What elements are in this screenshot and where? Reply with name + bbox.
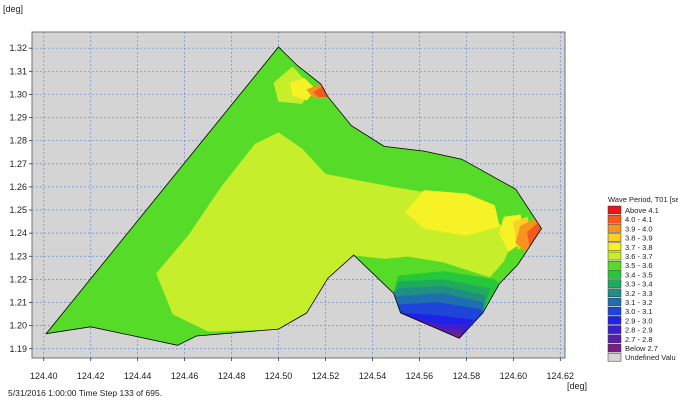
legend-swatch [607, 224, 622, 233]
legend-swatch [607, 288, 622, 298]
legend-label: 3.4 - 3.5 [625, 270, 653, 279]
x-tick-label: 124.60 [500, 371, 528, 381]
y-tick-label: 1.29 [9, 113, 27, 123]
legend-label: Below 2.7 [625, 344, 658, 353]
legend-swatch [607, 260, 622, 270]
contour-fill [46, 47, 542, 346]
legend-label: 3.8 - 3.9 [625, 234, 653, 243]
plot-area [31, 31, 566, 359]
x-tick-label: 124.44 [124, 371, 152, 381]
x-tick-label: 124.48 [218, 371, 246, 381]
legend-label: 3.3 - 3.4 [625, 280, 653, 289]
y-tick-label: 1.23 [9, 251, 27, 261]
legend-swatch [607, 233, 622, 242]
y-tick-label: 1.19 [9, 344, 27, 354]
legend-label: 3.1 - 3.2 [625, 298, 653, 307]
x-tick-label: 124.58 [453, 371, 481, 381]
legend-item: Below 2.7 [607, 343, 658, 353]
y-axis-unit-label: [deg] [3, 4, 23, 14]
legend-item: 3.2 - 3.3 [607, 288, 653, 298]
legend-swatch [607, 343, 622, 353]
legend-item: Above 4.1 [607, 205, 659, 215]
legend-swatch [607, 334, 622, 344]
y-tick-label: 1.31 [9, 66, 27, 76]
x-tick-label: 124.56 [406, 371, 434, 381]
x-tick-label: 124.52 [312, 371, 340, 381]
y-tick-label: 1.21 [9, 298, 27, 308]
legend-swatch [607, 316, 622, 325]
legend-label: 3.2 - 3.3 [625, 289, 653, 298]
legend-swatch [607, 214, 622, 224]
legend-item: 3.3 - 3.4 [607, 279, 653, 289]
y-tick-label: 1.26 [9, 182, 27, 192]
legend-item: 3.1 - 3.2 [607, 297, 653, 307]
legend-label: 2.9 - 3.0 [625, 316, 653, 325]
x-tick-label: 124.62 [547, 371, 575, 381]
legend-title: Wave Period, T01 [se [608, 195, 678, 204]
x-tick-label: 124.50 [265, 371, 293, 381]
legend-label: Above 4.1 [625, 206, 659, 215]
legend-item: 2.8 - 2.9 [607, 325, 653, 335]
legend-label: 3.7 - 3.8 [625, 243, 653, 252]
legend-label: 3.6 - 3.7 [625, 252, 653, 261]
x-axis: 124.40 124.42 124.44 124.46 124.48 124.50 124.… [30, 358, 574, 381]
y-tick-label: 1.28 [9, 136, 27, 146]
legend-item: 3.8 - 3.9 [607, 233, 653, 243]
legend-label: 3.5 - 3.6 [625, 261, 653, 270]
legend-label: 3.0 - 3.1 [625, 307, 653, 316]
legend-item: 3.5 - 3.6 [607, 260, 653, 270]
legend-swatch [607, 297, 622, 307]
legend-item: 3.6 - 3.7 [607, 251, 653, 261]
y-tick-label: 1.27 [9, 159, 27, 169]
x-tick-label: 124.40 [30, 371, 58, 381]
contour-region [405, 190, 500, 236]
contour-region [527, 223, 542, 248]
legend-label: 4.0 - 4.1 [625, 215, 653, 224]
x-tick-label: 124.46 [171, 371, 199, 381]
y-tick-label: 1.32 [9, 43, 27, 53]
status-footer: 5/31/2016 1:00:00 Time Step 133 of 695. [8, 388, 163, 398]
y-tick-label: 1.30 [9, 89, 27, 99]
y-tick-label: 1.25 [9, 205, 27, 215]
legend-item: 3.7 - 3.8 [607, 242, 653, 252]
legend-label: 2.8 - 2.9 [625, 326, 653, 335]
legend-item: 3.0 - 3.1 [607, 306, 653, 316]
legend-swatch [607, 270, 622, 279]
legend-swatch [607, 306, 622, 316]
plot-frame [31, 31, 566, 359]
legend-swatch [607, 205, 622, 215]
legend-item: 2.7 - 2.8 [607, 334, 653, 344]
legend-item: 2.9 - 3.0 [607, 316, 653, 325]
legend-item: Undefined Valu [607, 352, 676, 362]
legend-item: 4.0 - 4.1 [607, 214, 653, 224]
legend-item: 3.4 - 3.5 [607, 270, 653, 279]
x-axis-unit-label: [deg] [567, 381, 587, 391]
legend: Wave Period, T01 [se Above 4.14.0 - 4.13… [607, 195, 678, 362]
y-tick-label: 1.24 [9, 228, 27, 238]
x-tick-label: 124.42 [77, 371, 105, 381]
y-axis: 1.19 1.20 1.21 1.22 1.23 1.24 1.25 1.26 1.27 1.28… [9, 43, 32, 354]
legend-label: 2.7 - 2.8 [625, 335, 653, 344]
y-tick-label: 1.22 [9, 274, 27, 284]
legend-label: Undefined Valu [625, 353, 676, 362]
legend-swatch [607, 279, 622, 288]
legend-swatch [607, 352, 622, 362]
legend-item: 3.9 - 4.0 [607, 224, 653, 233]
legend-swatch [607, 325, 622, 334]
y-tick-label: 1.20 [9, 321, 27, 331]
x-tick-label: 124.54 [359, 371, 387, 381]
legend-swatch [607, 242, 622, 252]
domain-outline [45, 46, 542, 346]
legend-label: 3.9 - 4.0 [625, 224, 653, 233]
legend-swatch [607, 251, 622, 261]
